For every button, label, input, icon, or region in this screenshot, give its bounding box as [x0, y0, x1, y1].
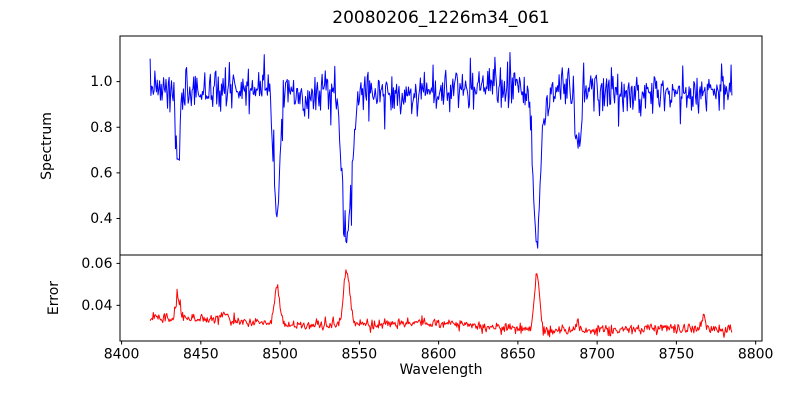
spectrum-axes-frame: [119, 35, 763, 256]
x-tick-label: 8650: [500, 347, 536, 363]
x-tick-label: 8750: [659, 347, 695, 363]
x-tick-label: 8800: [738, 347, 774, 363]
x-tick-label: 8450: [183, 347, 219, 363]
error-y-tick-label: 0.04: [81, 298, 112, 314]
x-tick-label: 8500: [262, 347, 298, 363]
x-tick-label: 8400: [104, 347, 140, 363]
spectrum-y-tick-label: 0.4: [90, 211, 112, 227]
error-axes-frame: [119, 254, 763, 342]
spectrum-y-tick-label: 0.8: [90, 120, 112, 136]
spectrum-line: [149, 52, 733, 249]
x-axis-label: Wavelength: [399, 362, 483, 378]
x-tick-label: 8700: [579, 347, 615, 363]
spectrum-y-tick-label: 1.0: [90, 74, 112, 90]
error-y-tick-label: 0.06: [81, 256, 112, 272]
chart-title: 20080206_1226m34_061: [332, 8, 550, 28]
x-tick-label: 8550: [342, 347, 378, 363]
x-tick-label: 8600: [421, 347, 457, 363]
error-line: [149, 269, 733, 338]
spectrum-y-tick-label: 0.6: [90, 165, 112, 181]
